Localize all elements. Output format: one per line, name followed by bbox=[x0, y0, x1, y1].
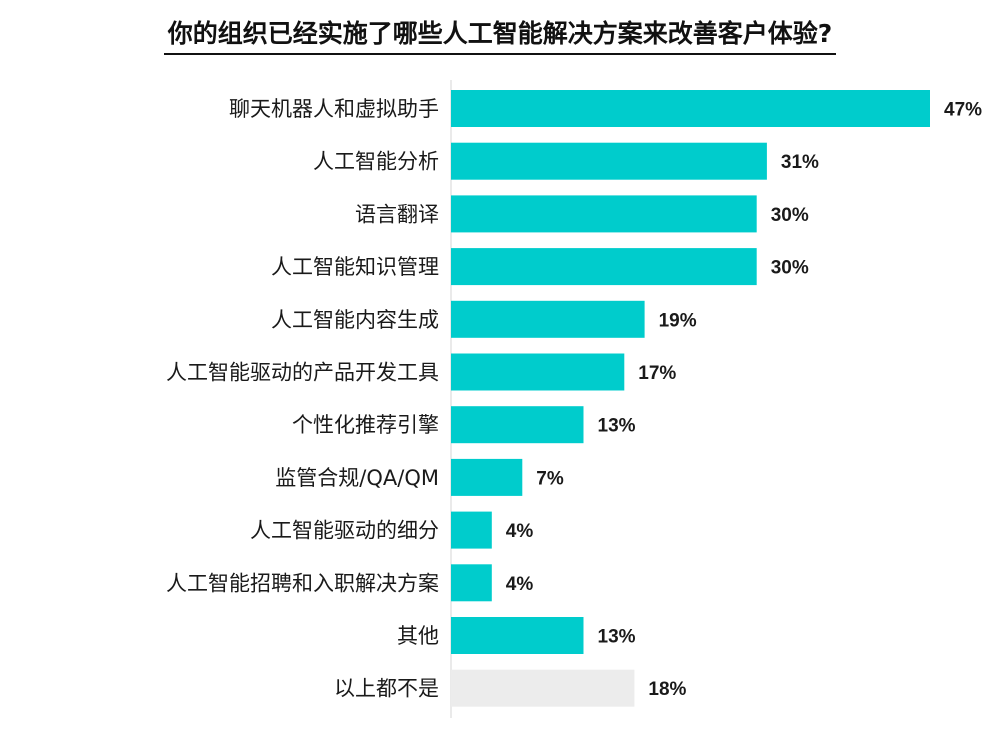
value-label-5: 17% bbox=[638, 363, 676, 384]
category-label-1: 人工智能分析 bbox=[313, 150, 439, 174]
bar-10 bbox=[451, 617, 584, 654]
category-label-6: 个性化推荐引擎 bbox=[292, 413, 439, 437]
category-label-8: 人工智能驱动的细分 bbox=[250, 519, 439, 543]
value-label-9: 4% bbox=[506, 574, 534, 595]
value-label-3: 30% bbox=[771, 258, 809, 279]
bar-0 bbox=[451, 90, 930, 127]
value-labels-group: 47% 31% 30% 30% 19% 17% 13% 7% 4% 4% 13% 18% bbox=[506, 100, 982, 701]
bar-6 bbox=[451, 406, 584, 444]
value-label-4: 19% bbox=[659, 310, 697, 331]
chart-title-text: 你的组织已经实施了哪些人工智能解决方案来改善客户体验? bbox=[163, 16, 837, 55]
category-labels-group: 聊天机器人和虚拟助手人工智能分析语言翻译人工智能知识管理人工智能内容生成人工智能… bbox=[166, 97, 439, 701]
value-label-10: 13% bbox=[598, 627, 636, 648]
bar-7 bbox=[451, 458, 523, 496]
category-label-11: 以上都不是 bbox=[334, 677, 439, 701]
chart-title: 你的组织已经实施了哪些人工智能解决方案来改善客户体验? bbox=[0, 16, 1000, 55]
value-label-8: 4% bbox=[506, 521, 534, 542]
category-label-2: 语言翻译 bbox=[355, 202, 439, 226]
value-label-11: 18% bbox=[648, 679, 686, 700]
value-label-2: 30% bbox=[771, 205, 809, 226]
bars-group bbox=[451, 90, 930, 707]
bar-11 bbox=[451, 669, 635, 707]
bar-5 bbox=[451, 353, 625, 391]
bar-8 bbox=[451, 511, 492, 549]
category-label-4: 人工智能内容生成 bbox=[271, 308, 439, 332]
value-label-1: 31% bbox=[781, 152, 819, 173]
value-label-6: 13% bbox=[598, 416, 636, 437]
bar-9 bbox=[451, 564, 492, 602]
value-label-0: 47% bbox=[944, 100, 982, 121]
bar-3 bbox=[451, 248, 757, 286]
category-label-0: 聊天机器人和虚拟助手 bbox=[229, 97, 439, 121]
bar-2 bbox=[451, 195, 757, 233]
bar-4 bbox=[451, 300, 645, 338]
category-label-7: 监管合规/QA/QM bbox=[275, 466, 439, 490]
bar-1 bbox=[451, 142, 767, 180]
category-label-9: 人工智能招聘和入职解决方案 bbox=[166, 571, 439, 595]
value-label-7: 7% bbox=[536, 468, 564, 489]
category-label-10: 其他 bbox=[397, 624, 439, 648]
category-label-5: 人工智能驱动的产品开发工具 bbox=[166, 361, 439, 385]
category-label-3: 人工智能知识管理 bbox=[271, 255, 439, 279]
